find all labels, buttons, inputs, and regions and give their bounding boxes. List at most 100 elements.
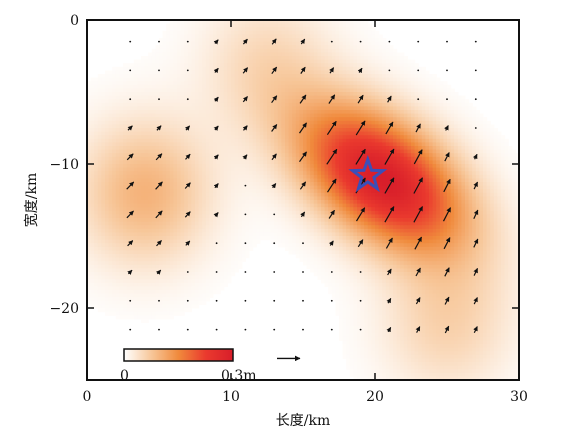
heatmap-cell [133,275,138,280]
heatmap-cell [292,178,297,183]
heatmap-cell [223,63,228,68]
heatmap-cell [166,110,171,115]
heatmap-cell [126,95,131,100]
heatmap-cell [169,92,174,97]
heatmap-cell [133,106,138,111]
heatmap-cell [216,95,221,100]
heatmap-cell [249,207,254,212]
heatmap-cell [231,56,236,61]
heatmap-cell [191,88,196,93]
heatmap-cell [241,74,246,79]
heatmap-cell [213,225,218,230]
heatmap-cell [151,228,156,233]
heatmap-cell [213,146,218,151]
heatmap-cell [108,279,113,284]
heatmap-cell [313,120,318,125]
heatmap-cell [313,250,318,255]
heatmap-cell [231,149,236,154]
heatmap-cell [306,77,311,82]
heatmap-cell [267,110,272,115]
heatmap-cell [295,52,300,57]
heatmap-cell [101,207,106,212]
heatmap-cell [313,88,318,93]
heatmap-cell [245,254,250,259]
heatmap-cell [205,293,210,298]
heatmap-cell [137,84,142,89]
heatmap-cell [133,250,138,255]
heatmap-cell [166,182,171,187]
heatmap-cell [90,156,95,161]
heatmap-cell [292,77,297,82]
heatmap-cell [101,81,106,86]
heatmap-cell [187,290,192,295]
heatmap-cell [335,99,340,104]
heatmap-cell [119,120,124,125]
heatmap-cell [180,56,185,61]
heatmap-cell [213,110,218,115]
heatmap-cell [249,214,254,219]
heatmap-cell [90,246,95,251]
heatmap-cell [137,200,142,205]
heatmap-cell [112,81,117,86]
heatmap-cell [133,308,138,313]
heatmap-cell [259,164,264,169]
heatmap-cell [285,149,290,154]
heatmap-cell [209,110,214,115]
heatmap-cell [94,225,99,230]
heatmap-cell [108,171,113,176]
heatmap-cell [306,203,311,208]
heatmap-cell [119,279,124,284]
heatmap-cell [277,228,282,233]
heatmap-cell [87,167,92,172]
heatmap-cell [335,264,340,269]
heatmap-cell [184,221,189,226]
heatmap-cell [130,92,135,97]
heatmap-cell [321,131,326,136]
heatmap-cell [245,99,250,104]
heatmap-cell [292,23,297,28]
heatmap-cell [101,250,106,255]
heatmap-cell [328,192,333,197]
heatmap-cell [195,225,200,230]
heatmap-cell [209,178,214,183]
heatmap-cell [173,174,178,179]
heatmap-cell [123,92,128,97]
heatmap-cell [295,70,300,75]
heatmap-cell [205,99,210,104]
heatmap-cell [112,311,117,316]
heatmap-cell [97,171,102,176]
heatmap-cell [177,41,182,46]
heatmap-cell [141,178,146,183]
heatmap-cell [256,92,261,97]
heatmap-cell [335,189,340,194]
heatmap-cell [97,225,102,230]
heatmap-cell [227,279,232,284]
heatmap-cell [173,138,178,143]
heatmap-cell [126,297,131,302]
heatmap-cell [187,300,192,305]
heatmap-cell [123,275,128,280]
heatmap-cell [112,135,117,140]
heatmap-cell [292,41,297,46]
heatmap-cell [216,282,221,287]
heatmap-cell [223,52,228,57]
heatmap-cell [321,156,326,161]
heatmap-cell [241,84,246,89]
heatmap-cell [295,207,300,212]
heatmap-cell [155,308,160,313]
heatmap-cell [267,214,272,219]
heatmap-cell [220,142,225,147]
heatmap-cell [313,34,318,39]
heatmap-cell [166,189,171,194]
heatmap-cell [263,95,268,100]
heatmap-cell [87,95,92,100]
heatmap-cell [231,257,236,262]
heatmap-cell [90,92,95,97]
heatmap-cell [231,117,236,122]
heatmap-cell [123,138,128,143]
heatmap-cell [195,304,200,309]
heatmap-cell [277,218,282,223]
heatmap-cell [223,264,228,269]
heatmap-cell [87,279,92,284]
heatmap-cell [245,174,250,179]
